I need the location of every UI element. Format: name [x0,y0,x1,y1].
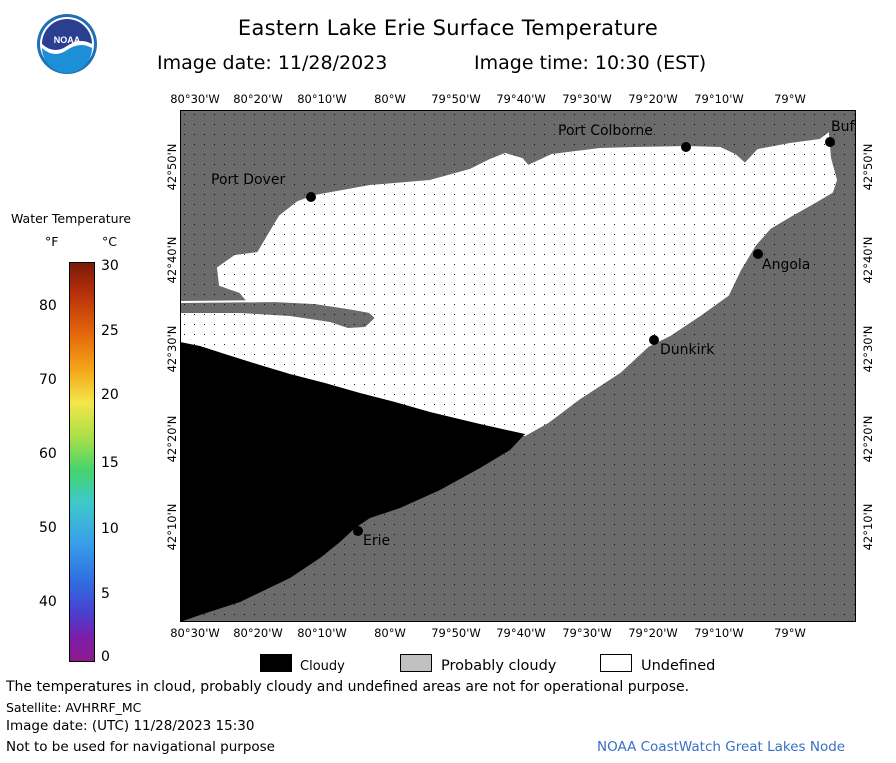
lon-label: 80°20'W [233,92,283,106]
lat-label: 42°40'N [861,236,875,284]
navigation-warning: Not to be used for navigational purpose [6,739,275,755]
noaa-logo-text: NOAA [54,35,81,45]
noaa-logo: NOAA [36,13,98,75]
city-label-port-colborne: Port Colborne [558,123,653,139]
legend-swatch-cloudy [260,654,292,672]
colorbar-c-tick: 5 [101,586,110,602]
city-marker-port-colborne [681,142,691,152]
colorbar-unit-c: °C [102,234,117,249]
lat-label: 42°30'N [861,325,875,373]
lat-label: 42°10'N [165,503,179,551]
credit-link[interactable]: NOAA CoastWatch Great Lakes Node [597,739,846,755]
lon-label: 79°50'W [431,92,481,106]
lat-label: 42°10'N [861,503,875,551]
colorbar-c-tick: 30 [101,258,119,274]
lon-label: 80°30'W [170,92,220,106]
colorbar-c-tick: 15 [101,455,119,471]
city-label-port-dover: Port Dover [211,172,286,188]
lon-label: 79°10'W [694,92,744,106]
colorbar-f-tick: 40 [39,594,57,610]
city-marker-erie [353,526,363,536]
lon-label: 79°20'W [628,92,678,106]
lon-label: 80°30'W [170,626,220,640]
colorbar-c-tick: 0 [101,649,110,665]
lat-label: 42°50'N [861,143,875,191]
lat-label: 42°40'N [165,236,179,284]
city-label-angola: Angola [762,257,811,273]
lon-label: 79°30'W [562,92,612,106]
lon-label: 79°50'W [431,626,481,640]
image-date-utc: Image date: (UTC) 11/28/2023 15:30 [6,718,255,734]
lon-label: 80°20'W [233,626,283,640]
city-label-erie: Erie [363,533,391,549]
lon-label: 79°10'W [694,626,744,640]
colorbar [69,262,95,662]
colorbar-f-tick: 70 [39,372,57,388]
colorbar-c-tick: 10 [101,521,119,537]
legend-label-cloudy: Cloudy [300,659,345,674]
lat-label: 42°50'N [165,143,179,191]
colorbar-c-tick: 20 [101,387,119,403]
lat-label: 42°30'N [165,325,179,373]
lon-label: 80°10'W [297,626,347,640]
lon-label: 79°20'W [628,626,678,640]
colorbar-unit-f: °F [45,234,59,249]
lon-label: 79°30'W [562,626,612,640]
lat-label: 42°20'N [165,415,179,463]
lat-label: 42°20'N [861,415,875,463]
legend-swatch-probably-cloudy [400,654,432,672]
satellite-text: Satellite: AVHRRF_MC [6,700,142,715]
city-label-buffalo: Buf [831,119,855,135]
city-marker-angola [753,249,763,259]
disclaimer-text: The temperatures in cloud, probably clou… [6,679,690,695]
lon-label: 80°W [374,92,406,106]
colorbar-f-tick: 50 [39,520,57,536]
colorbar-f-tick: 60 [39,446,57,462]
image-time: Image time: 10:30 (EST) [474,52,707,74]
lon-label: 79°40'W [496,92,546,106]
page-title: Eastern Lake Erie Surface Temperature [237,16,659,40]
colorbar-f-tick: 80 [39,298,57,314]
lon-label: 79°W [774,626,806,640]
lon-label: 79°W [774,92,806,106]
colorbar-title: Water Temperature [11,211,132,226]
legend-label-undefined: Undefined [641,658,716,674]
image-date: Image date: 11/28/2023 [157,52,388,74]
lon-label: 79°40'W [496,626,546,640]
legend-swatch-undefined [600,654,632,672]
lon-label: 80°W [374,626,406,640]
lake-map [180,110,856,622]
lon-label: 80°10'W [297,92,347,106]
city-label-dunkirk: Dunkirk [660,342,715,358]
city-marker-port-dover [306,192,316,202]
city-marker-buffalo [825,137,835,147]
colorbar-c-tick: 25 [101,323,119,339]
city-marker-dunkirk [649,335,659,345]
legend-label-probably-cloudy: Probably cloudy [441,658,557,674]
